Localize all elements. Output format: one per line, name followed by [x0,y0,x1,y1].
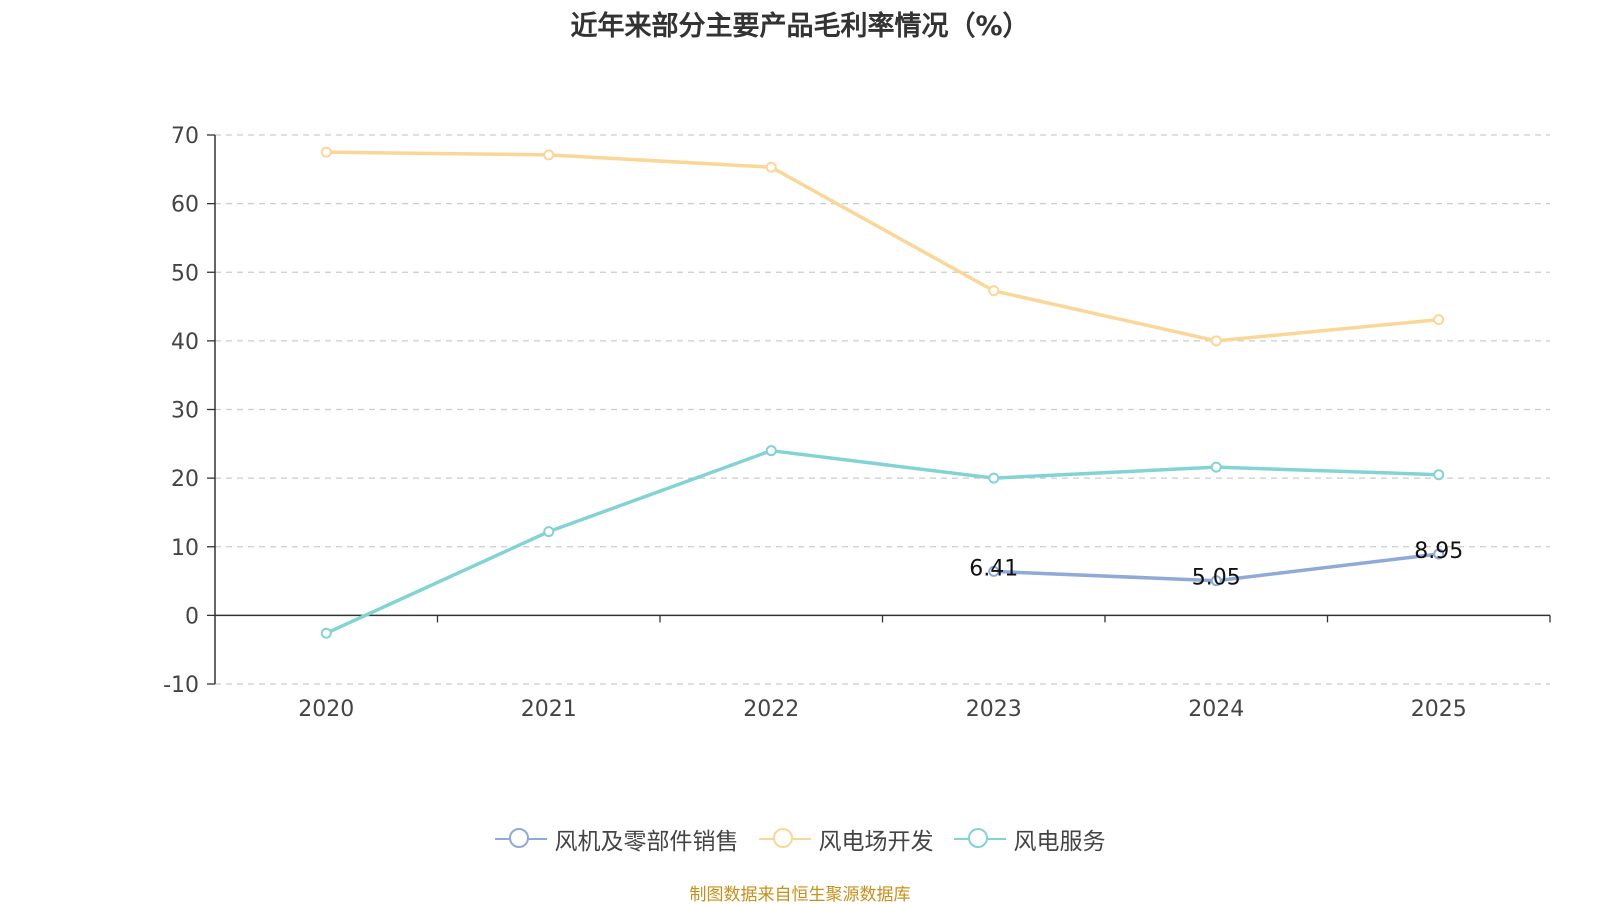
y-tick-label: -10 [163,673,199,698]
data-point [1433,469,1445,481]
y-tick-label: 50 [171,261,199,286]
data-point [1210,461,1222,473]
y-tick-label: 0 [185,604,199,629]
y-tick-label: 10 [171,536,199,561]
data-point [320,627,332,639]
legend-item[interactable]: 风机及零部件销售 [494,822,739,856]
series-line-2 [325,448,1439,635]
y-tick-label: 40 [171,330,199,355]
data-point [1210,335,1222,347]
data-point [988,472,1000,484]
y-tick-label: 70 [171,124,199,149]
series-line-1 [326,150,1439,343]
grid-lines [215,134,1550,685]
legend-item[interactable]: 风电场开发 [758,822,934,856]
legend-label: 风电场开发 [818,829,934,855]
y-tick-label: 20 [171,467,199,492]
x-tick-label: 2022 [743,697,799,722]
y-tick-label: 30 [171,399,199,424]
x-tick-label: 2025 [1411,697,1467,722]
data-point [988,285,1000,297]
y-tick-label: 60 [171,193,199,218]
data-point [543,526,555,538]
data-point [1433,548,1445,560]
legend-marker-icon [953,827,1006,851]
data-point [320,146,332,158]
legend-label: 风机及零部件销售 [554,829,739,855]
legend-marker-icon [494,827,547,851]
x-tick-label: 2020 [298,697,354,722]
data-point [988,565,1000,577]
legend-marker-icon [758,827,811,851]
data-label: 5.05 [1192,566,1241,591]
data-label: 8.95 [1414,539,1463,564]
legend-label: 风电服务 [1013,829,1106,855]
data-point [543,149,555,161]
x-tick-label: 2021 [521,697,577,722]
data-point [1433,314,1445,326]
data-labels: 6.41 5.05 8.95 [969,539,1463,591]
data-label: 6.41 [969,556,1018,581]
axes: -10 0 10 20 30 40 50 60 70 2020 2021 2022 2023 2024 20… [163,124,1551,722]
chart-title: 近年来部分主要产品毛利率情况（%） [570,11,1030,42]
data-point [765,161,777,173]
legend: 风机及零部件销售 风电场开发 风电服务 [0,822,1600,856]
legend-item[interactable]: 风电服务 [953,822,1106,856]
x-tick-label: 2024 [1188,697,1244,722]
source-note: 制图数据来自恒生聚源数据库 [689,885,911,905]
data-point [1210,575,1222,587]
series-lines [320,146,1445,639]
data-point [765,445,777,457]
x-tick-label: 2023 [966,697,1022,722]
